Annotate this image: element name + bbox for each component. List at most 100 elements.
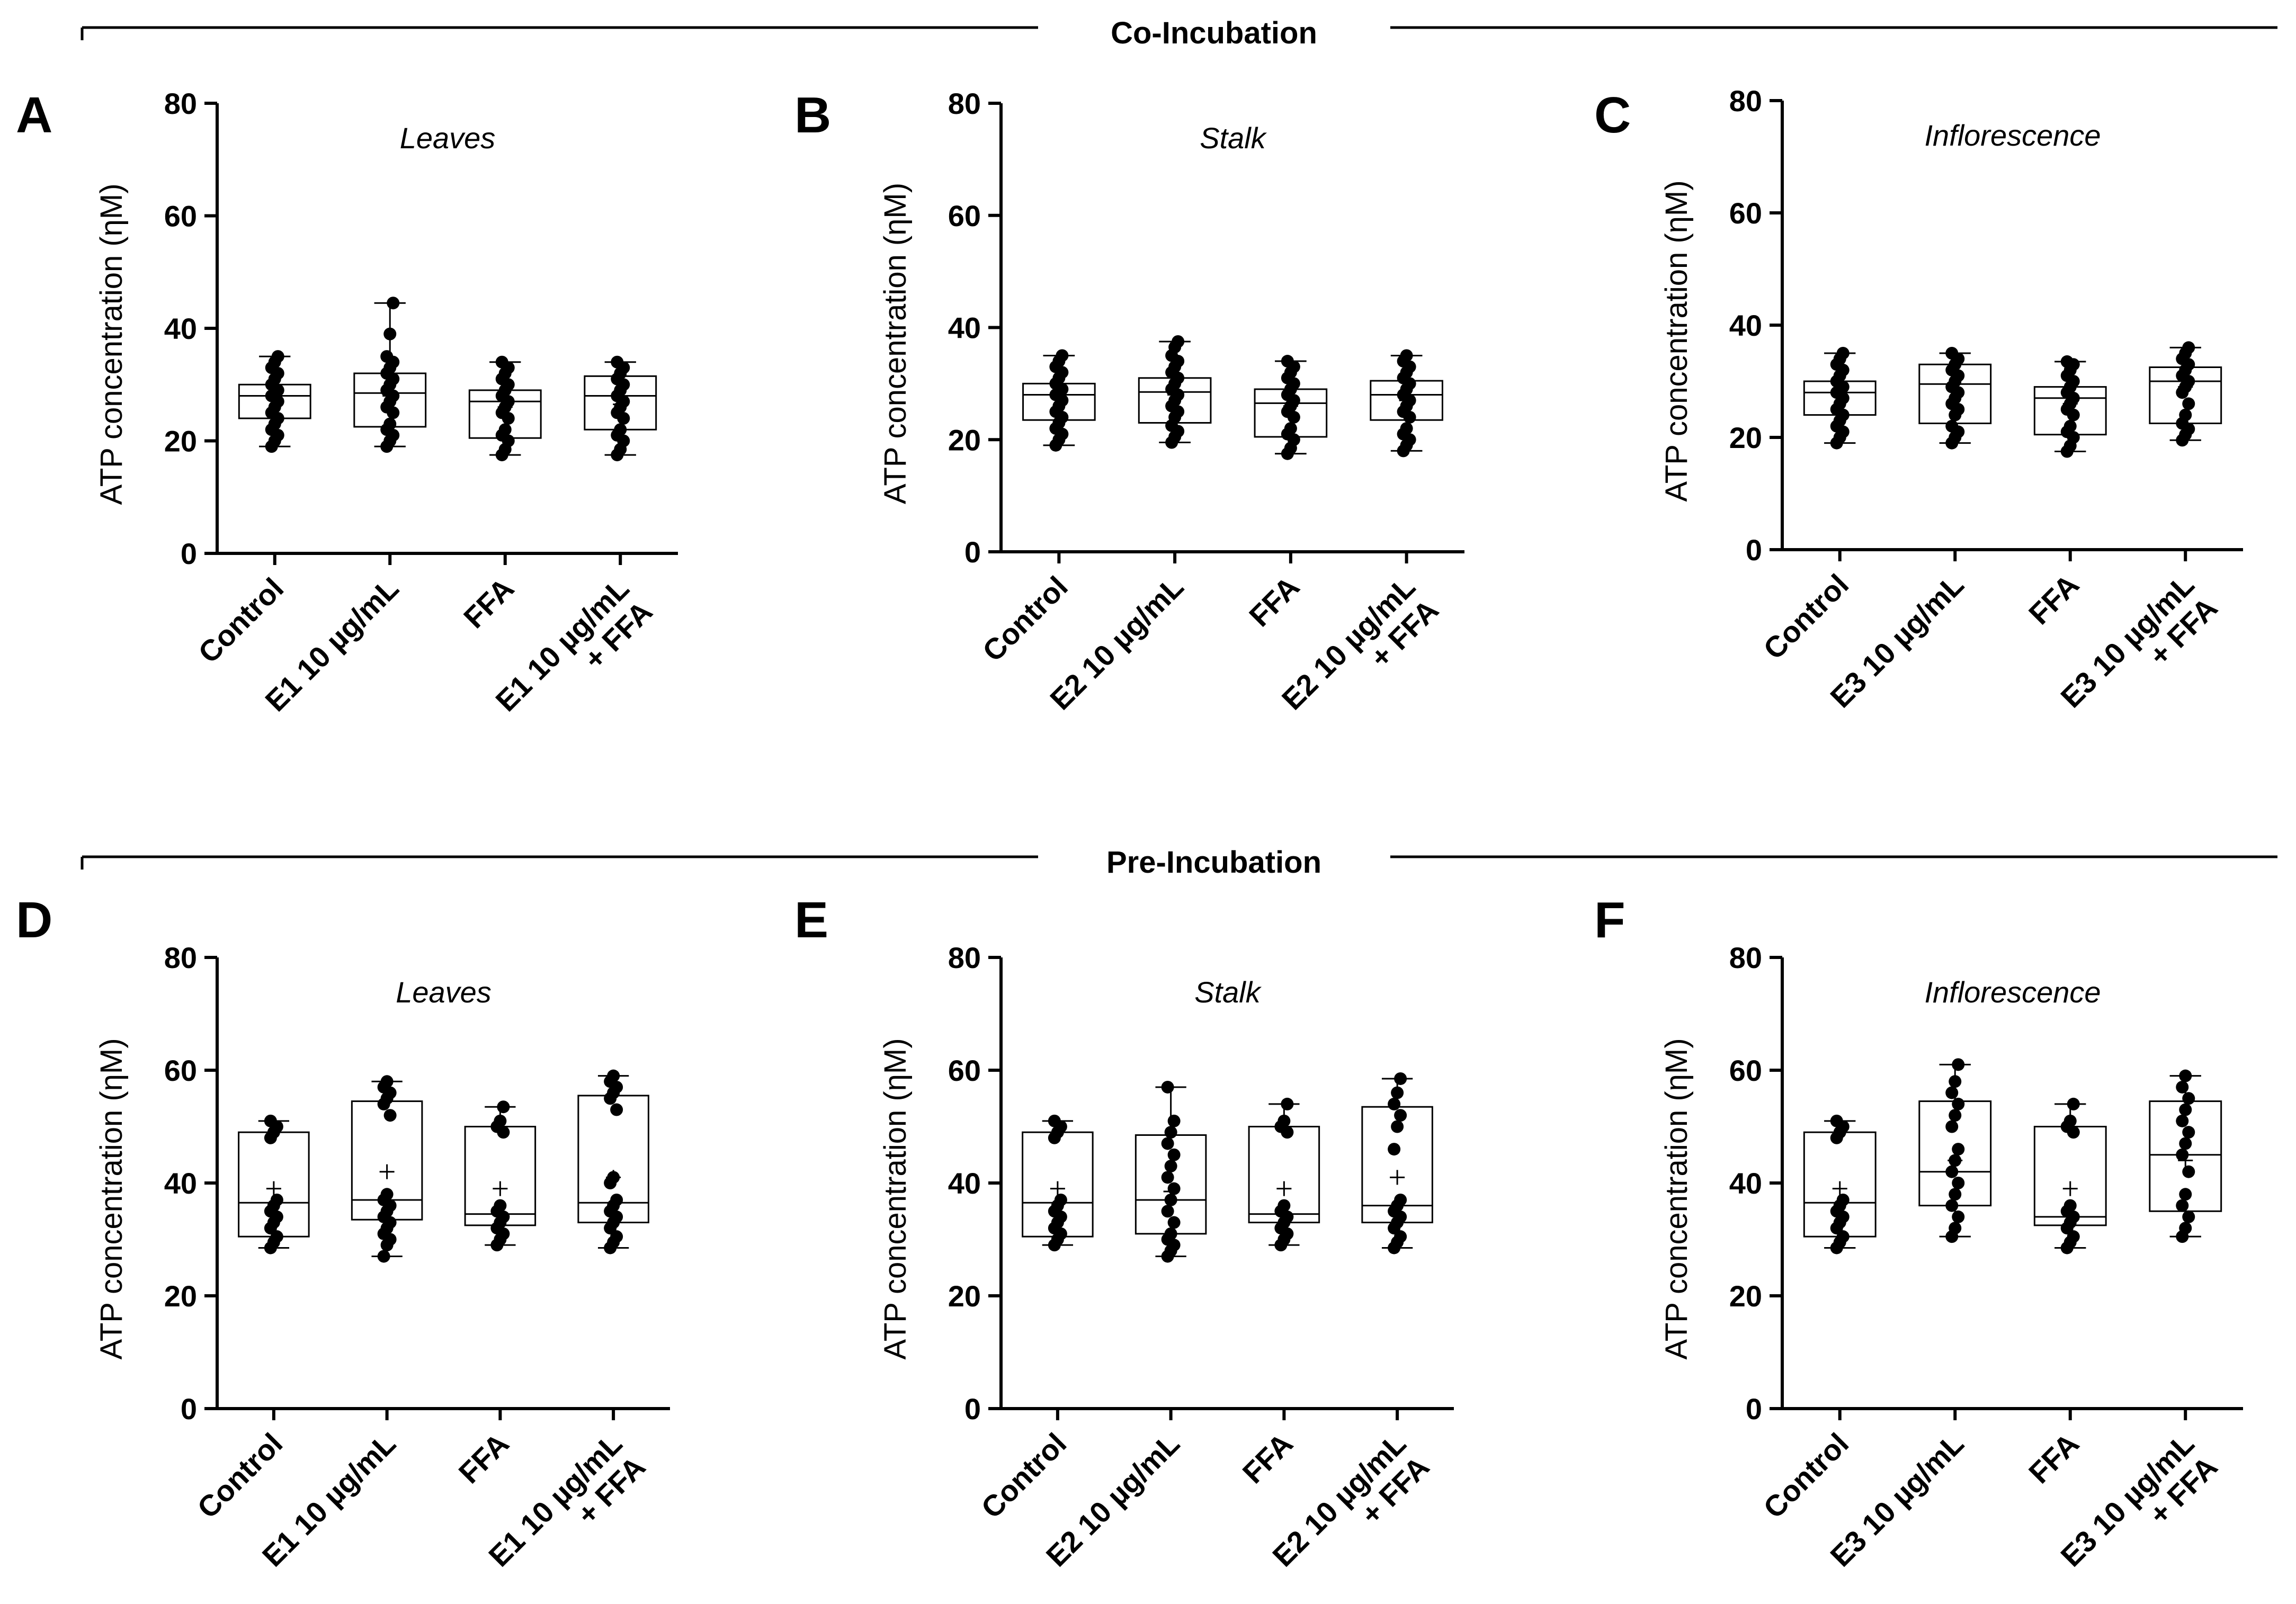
x-tick-label-line: FFA [2022,568,2085,631]
x-tick-label: FFA [1236,1427,1299,1490]
chart-subtitle: Leaves [396,975,492,1009]
data-point [1952,1143,1965,1156]
x-tick-label-line: Control [1757,568,1855,666]
data-point [380,1188,394,1201]
chart-subtitle: Stalk [1194,975,1262,1009]
box-plot [238,350,311,453]
y-tick-label: 80 [1729,84,1762,118]
data-point [1167,1216,1181,1229]
section-title: Co-Incubation [1111,16,1317,50]
data-point [1167,1148,1181,1161]
data-point [2182,341,2195,354]
data-point [498,423,512,436]
data-point [610,1103,623,1116]
panel-letter: B [794,87,831,144]
data-point [2179,1222,2192,1235]
data-point [383,1109,397,1122]
data-point [1949,1222,1962,1235]
x-tick-label: Control [191,1427,289,1525]
y-axis-label: ATP concentration (ηM) [878,183,913,504]
data-point [1284,422,1297,435]
y-tick-label: 80 [948,87,981,120]
y-tick-label: 80 [164,87,197,120]
box-plot [577,1069,649,1254]
data-point [2179,1103,2192,1116]
data-point [377,1250,390,1263]
data-point [610,1193,623,1206]
data-point [1836,1193,1850,1206]
chart-panel: C Inflorescence 0 20 40 60 80 ATP concentration… [1594,84,2243,714]
data-point [1952,1058,1965,1071]
x-tick-label: FFA [1243,570,1306,633]
data-point [1161,1080,1174,1094]
y-tick-label: 60 [164,1054,197,1087]
box-plot [1803,347,1877,450]
data-point [2182,397,2195,410]
chart-subtitle: Inflorescence [1924,119,2101,152]
data-point [1164,1160,1177,1173]
data-point [2179,1188,2192,1201]
y-tick-label: 40 [948,311,981,345]
chart-subtitle: Leaves [400,121,496,155]
data-point [2176,1148,2189,1161]
panels: A Leaves 0 20 40 60 80 ATP concentration (ηM) Co… [16,84,2243,1573]
data-point [1400,349,1413,362]
box-plot [238,1114,310,1254]
data-point [1167,1182,1181,1195]
box-plot [1254,355,1328,460]
box-plot [464,1100,537,1252]
data-point [1945,1165,1959,1178]
data-point [1388,1143,1401,1156]
data-point [2182,1210,2195,1223]
section-title: Pre-Incubation [1106,845,1321,880]
box-plot [353,297,427,453]
data-point [1277,1199,1291,1212]
chart-panel: D Leaves 0 20 40 60 80 ATP concentration (ηM) Co… [16,892,670,1573]
y-tick-label: 40 [164,312,197,345]
data-point [383,417,397,431]
box-plot [2033,355,2107,458]
data-point [607,1069,620,1082]
data-point [2179,1137,2192,1150]
y-tick-label: 0 [1746,1392,1762,1426]
data-point [614,423,627,436]
x-tick-label: Control [1757,1427,1855,1525]
panel-letter: C [1594,87,1631,144]
x-tick-label: Control [192,571,290,669]
data-point [1161,1171,1174,1184]
panel-letter: A [16,87,52,144]
data-point [380,1075,394,1088]
x-tick-label-line: Control [192,571,290,669]
x-tick-label: Control [975,1427,1073,1525]
y-tick-label: 40 [164,1167,197,1200]
data-point [1945,347,1959,360]
x-tick-label-line: FFA [457,571,520,634]
data-point [1949,1075,1962,1088]
y-tick-label: 40 [948,1167,981,1200]
data-point [1952,1210,1965,1223]
x-tick-label-line: FFA [1243,570,1306,633]
data-point [1167,1114,1181,1127]
y-tick-label: 40 [1729,309,1762,342]
data-point [1394,1109,1407,1122]
data-point [1161,1205,1174,1218]
data-point [1164,1227,1177,1240]
y-axis-label: ATP concentration (ηM) [878,1038,913,1359]
x-tick-label-line: Control [1757,1427,1855,1525]
x-tick-label-line: FFA [2022,1427,2085,1490]
y-axis-label: ATP concentration (ηM) [1659,180,1694,501]
box-plot [468,355,542,462]
y-tick-label: 60 [164,200,197,233]
y-axis-label: ATP concentration (ηM) [94,1038,129,1359]
y-tick-label: 0 [1746,533,1762,567]
y-tick-label: 60 [1729,196,1762,230]
y-tick-label: 0 [964,535,981,569]
y-tick-label: 80 [948,941,981,974]
data-point [1952,1097,1965,1110]
data-point [1281,1097,1294,1110]
data-point [2182,1126,2195,1139]
box-plot [351,1075,423,1263]
data-point [2179,408,2192,422]
x-tick-label-line: Control [975,1427,1073,1525]
